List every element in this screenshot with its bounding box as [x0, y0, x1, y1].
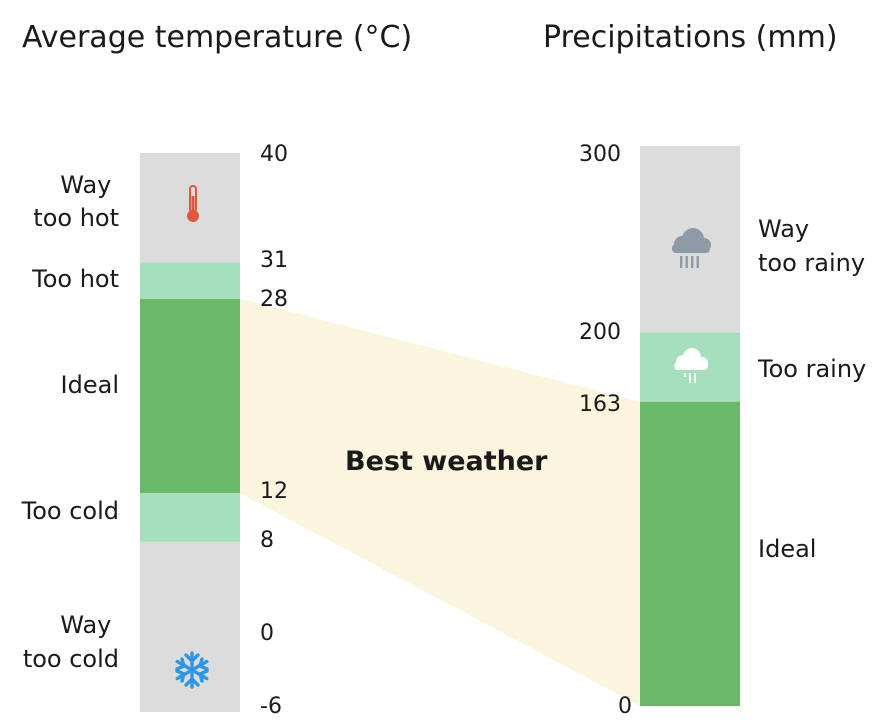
snowflake-icon [175, 651, 209, 689]
precip-tick: 0 [618, 694, 632, 719]
precip-label-too-rainy: Too rainy [757, 355, 866, 383]
temp-tick: 40 [260, 142, 288, 167]
best-weather-band [240, 298, 640, 706]
temp-label-too-cold: Too cold [21, 497, 119, 525]
temperature-column [140, 153, 240, 712]
precip-tick: 200 [579, 320, 621, 345]
precipitation-title: Precipitations (mm) [543, 20, 838, 55]
precip-tick: 300 [579, 142, 621, 167]
temperature-title: Average temperature (°C) [22, 20, 412, 55]
temp-tick: 0 [260, 621, 274, 646]
temp-label-way-too-hot: Way too hot [33, 171, 119, 232]
temp-label-ideal: Ideal [61, 371, 119, 399]
heavy-rain-cloud-icon [672, 228, 711, 268]
light-rain-cloud-icon [674, 348, 708, 383]
temp-tick: 12 [260, 479, 288, 504]
thermometer-icon [187, 185, 199, 222]
temp-tick: -6 [260, 694, 282, 719]
temp-tick: 8 [260, 528, 274, 553]
precip-tick: 163 [579, 392, 621, 417]
temp-label-too-hot: Too hot [31, 265, 119, 293]
temp-zone-way-too-cold [140, 541, 240, 712]
temp-zone-too-cold [140, 493, 240, 542]
temp-zone-ideal [140, 298, 240, 494]
precip-label-ideal: Ideal [758, 535, 816, 563]
precip-zone-ideal [640, 401, 740, 706]
temp-tick: 28 [260, 287, 288, 312]
precip-label-way-too-rainy: Way too rainy [758, 215, 865, 277]
best-weather-label: Best weather [345, 446, 548, 477]
temp-label-way-too-cold: Way too cold [23, 611, 119, 673]
temp-zone-too-hot [140, 262, 240, 299]
temp-tick: 31 [260, 248, 288, 273]
